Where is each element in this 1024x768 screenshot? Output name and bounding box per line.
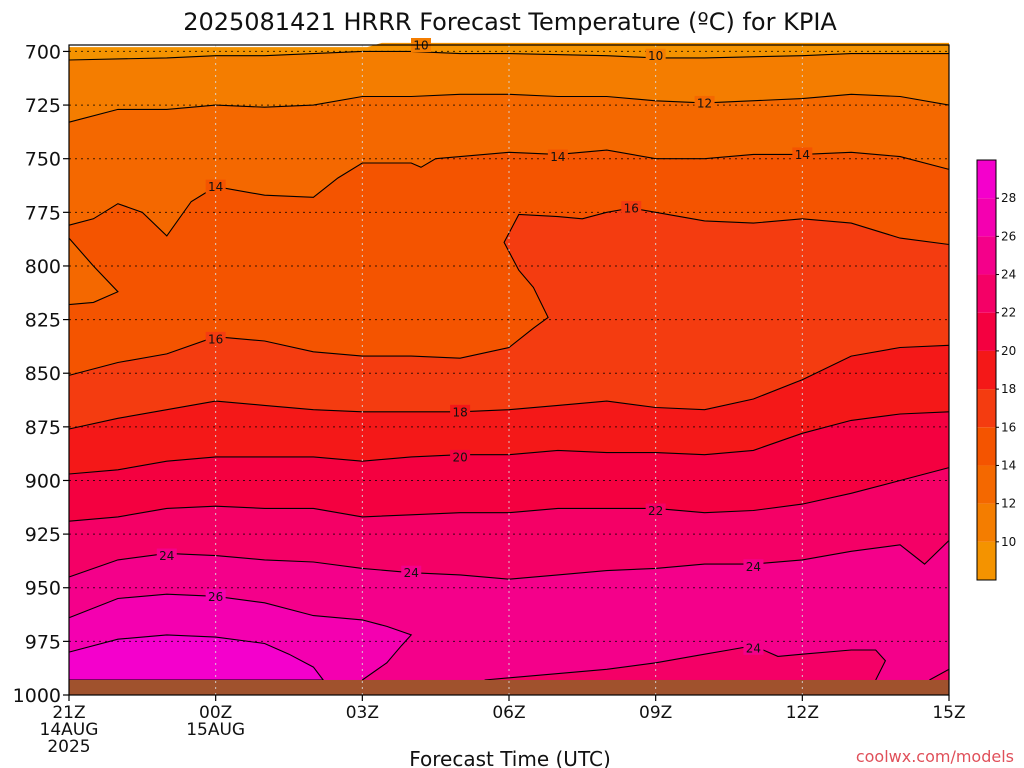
colorbar-label-18: 18 xyxy=(1001,382,1016,396)
y-tick-label-975: 975 xyxy=(25,631,61,653)
contour-label-text: 22 xyxy=(648,504,663,518)
contour-label-text: 14 xyxy=(550,150,565,164)
colorbar-segment-9 xyxy=(977,198,996,237)
colorbar-frame xyxy=(976,159,997,581)
x-tick-label-6-0: 03Z xyxy=(346,703,379,723)
y-tick-label-825: 825 xyxy=(25,310,61,332)
y-tick-label-950: 950 xyxy=(25,578,61,600)
colorbar: 10 12 14 16 18 20 22 24 26 28 xyxy=(976,159,1016,581)
x-tick-label-12-0: 09Z xyxy=(639,703,672,723)
colorbar-label-10: 10 xyxy=(1001,535,1016,549)
x-tick-label-15-0: 12Z xyxy=(786,703,819,723)
contour-label-9: 20 xyxy=(450,449,471,464)
y-tick-label-700: 700 xyxy=(25,41,61,63)
contour-pocket-line-0 xyxy=(68,237,119,306)
contour-label-14: 26 xyxy=(205,589,226,604)
contour-line-24 xyxy=(68,540,950,580)
x-tick-label-18-0: 15Z xyxy=(932,703,965,723)
contour-label-7: 16 xyxy=(205,331,226,346)
contour-pocket-line-1 xyxy=(68,634,325,681)
x-tick-label-3-1: 15AUG xyxy=(186,720,245,740)
contour-label-text: 18 xyxy=(452,405,467,419)
colorbar-segment-7 xyxy=(977,274,996,313)
credit-text: coolwx.com/models xyxy=(856,747,1014,766)
colorbar-label-26: 26 xyxy=(1001,229,1016,243)
colorbar-segment-1 xyxy=(977,503,996,542)
temp-pocket-0 xyxy=(69,238,118,305)
contour-label-text: 10 xyxy=(648,49,663,63)
contour-label-text: 14 xyxy=(208,180,223,194)
y-tick-label-725: 725 xyxy=(25,95,61,117)
x-tick-label-3-0: 00Z xyxy=(199,703,232,723)
x-tick-label-0-2: 2025 xyxy=(47,737,90,757)
contour-label-text: 24 xyxy=(746,641,761,655)
contour-label-4: 14 xyxy=(792,147,813,162)
colorbar-label-16: 16 xyxy=(1001,420,1016,434)
colorbar-label-28: 28 xyxy=(1001,191,1016,205)
y-tick-label-850: 850 xyxy=(25,363,61,385)
x-tick-label-0-0: 21Z xyxy=(52,703,85,723)
contour-line-12 xyxy=(68,93,950,123)
contour-line-10 xyxy=(68,50,949,61)
colorbar-segment-3 xyxy=(977,427,996,466)
y-tick-label-800: 800 xyxy=(25,256,61,278)
y-tick-label-750: 750 xyxy=(25,149,61,171)
contour-label-text: 26 xyxy=(208,590,223,604)
contour-label-3: 14 xyxy=(547,149,568,164)
temperature-bands xyxy=(68,42,950,696)
contour-label-text: 24 xyxy=(404,566,419,580)
contour-label-5: 14 xyxy=(205,179,226,194)
contour-label-2: 12 xyxy=(694,95,715,110)
temp-pocket-1 xyxy=(69,634,324,680)
y-tick-label-1000: 1000 xyxy=(13,685,61,707)
contour-label-text: 20 xyxy=(452,450,467,464)
colorbar-label-22: 22 xyxy=(1001,306,1016,320)
y-tick-label-775: 775 xyxy=(25,202,61,224)
colorbar-segment-8 xyxy=(977,236,996,275)
contour-label-8: 18 xyxy=(450,404,471,419)
colorbar-segment-6 xyxy=(977,312,996,351)
y-tick-label-900: 900 xyxy=(25,470,61,492)
contour-line-22 xyxy=(68,467,950,522)
contour-label-text: 12 xyxy=(697,96,712,110)
contour-label-15: 24 xyxy=(743,640,764,655)
colorbar-label-20: 20 xyxy=(1001,344,1016,358)
contour-label-text: 16 xyxy=(208,332,223,346)
colorbar-label-24: 24 xyxy=(1001,268,1016,282)
colorbar-label-14: 14 xyxy=(1001,458,1016,472)
contour-label-1: 10 xyxy=(645,48,666,63)
contour-label-text: 24 xyxy=(159,549,174,563)
x-tick-label-9-0: 06Z xyxy=(492,703,525,723)
y-axis-ticks: 700 725 750 775 800 825 850 875 900 925 950 975 1000 xyxy=(13,41,69,707)
colorbar-segment-0 xyxy=(977,541,996,580)
colorbar-segment-4 xyxy=(977,389,996,428)
contour-label-text: 24 xyxy=(746,560,761,574)
contour-label-13: 24 xyxy=(743,559,764,574)
x-tick-label-0-1: 14AUG xyxy=(40,720,99,740)
contour-line-16 xyxy=(68,207,950,376)
x-axis-label: Forecast Time (UTC) xyxy=(409,747,611,768)
contour-label-12: 24 xyxy=(401,565,422,580)
colorbar-segment-2 xyxy=(977,465,996,504)
chart-title: 2025081421 HRRR Forecast Temperature (ºC… xyxy=(183,8,837,36)
grid-lines xyxy=(69,45,949,695)
colorbar-segment-10 xyxy=(977,160,996,199)
contour-label-text: 16 xyxy=(624,202,639,216)
contour-line-14 xyxy=(68,149,950,237)
contour-label-10: 22 xyxy=(645,503,666,518)
contour-label-11: 24 xyxy=(156,548,177,563)
y-tick-label-875: 875 xyxy=(25,417,61,439)
colorbar-segment-5 xyxy=(977,350,996,390)
contour-pocket-line-2 xyxy=(484,645,887,681)
contour-line-18 xyxy=(68,344,950,430)
contour-line-26 xyxy=(68,593,413,681)
contour-label-text: 14 xyxy=(795,148,810,162)
contour-label-6: 16 xyxy=(621,201,642,216)
colorbar-label-12: 12 xyxy=(1001,497,1016,511)
y-tick-label-925: 925 xyxy=(25,524,61,546)
